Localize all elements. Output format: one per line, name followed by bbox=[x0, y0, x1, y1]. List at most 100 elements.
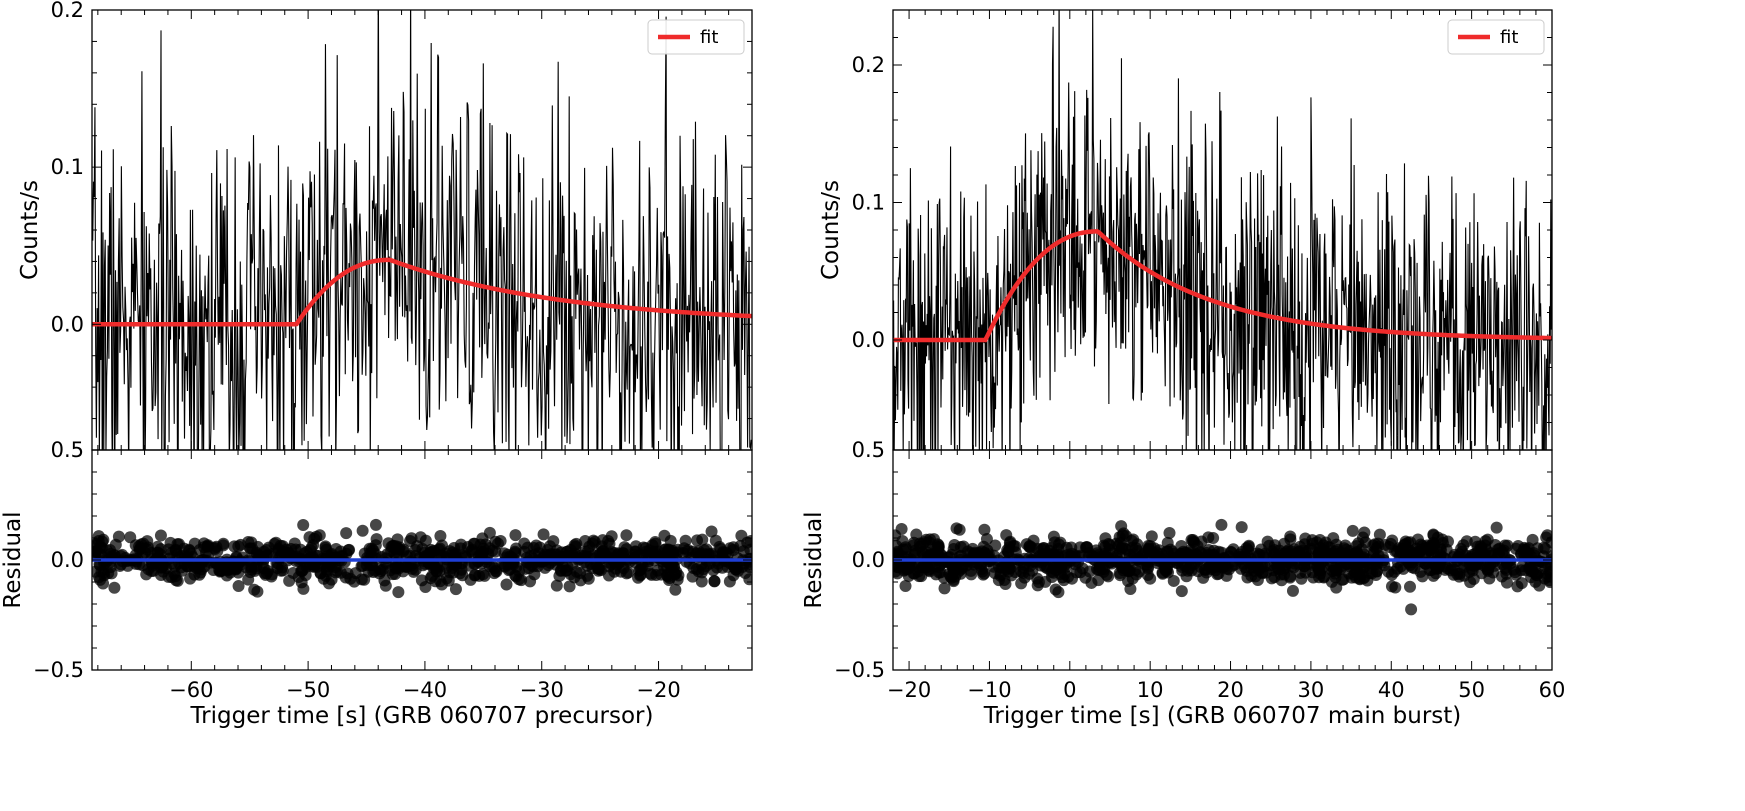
residual-point bbox=[1167, 574, 1180, 587]
residual-point bbox=[1031, 579, 1044, 592]
residual-point bbox=[392, 586, 405, 599]
residual-point bbox=[479, 538, 492, 551]
residual-point bbox=[1142, 543, 1155, 556]
residual-point bbox=[1080, 540, 1093, 553]
residual-point bbox=[1427, 529, 1440, 542]
residual-point bbox=[1399, 535, 1412, 548]
residual-point bbox=[1242, 539, 1255, 552]
residual-point bbox=[368, 564, 381, 577]
residual-point bbox=[910, 528, 923, 541]
residual-point bbox=[379, 579, 392, 592]
residual-point bbox=[498, 559, 511, 572]
residual-point bbox=[97, 533, 110, 546]
residual-point bbox=[644, 567, 657, 580]
residual-point bbox=[283, 574, 296, 587]
residual-point bbox=[1385, 568, 1398, 581]
residual-point bbox=[937, 571, 950, 584]
residual-point bbox=[700, 560, 713, 573]
residual-point bbox=[691, 534, 704, 547]
residual-point bbox=[564, 544, 577, 557]
residual-point bbox=[716, 551, 729, 564]
x-tick-label: −20 bbox=[887, 678, 931, 702]
residual-point bbox=[1405, 603, 1418, 616]
x-tick-label: 0 bbox=[1063, 678, 1076, 702]
residual-point bbox=[1163, 527, 1176, 540]
residual-point bbox=[381, 548, 394, 561]
residual-point bbox=[1076, 562, 1089, 575]
x-tick-label: −30 bbox=[520, 678, 564, 702]
residual-point bbox=[1350, 545, 1363, 558]
residual-point bbox=[509, 547, 522, 560]
residual-point bbox=[391, 533, 404, 546]
residual-point bbox=[1515, 564, 1528, 577]
residual-point bbox=[1385, 580, 1398, 593]
residual-point bbox=[397, 545, 410, 558]
residual-point bbox=[1286, 584, 1299, 597]
x-tick-label: 30 bbox=[1298, 678, 1325, 702]
residual-point bbox=[1294, 540, 1307, 553]
legend-box bbox=[647, 19, 745, 55]
residual-point bbox=[1410, 542, 1423, 555]
residual-point bbox=[201, 539, 214, 552]
residual-point bbox=[1009, 566, 1022, 579]
residual-point bbox=[652, 545, 665, 558]
residual-point bbox=[98, 569, 111, 582]
y-tick-label: 0.2 bbox=[852, 53, 885, 77]
residual-point bbox=[1144, 572, 1157, 585]
residual-point bbox=[462, 559, 475, 572]
x-tick-label: −10 bbox=[967, 678, 1011, 702]
residual-point bbox=[169, 570, 182, 583]
residual-point bbox=[917, 560, 930, 573]
residual-point bbox=[262, 541, 275, 554]
residual-point bbox=[1500, 576, 1513, 589]
residual-point bbox=[1500, 563, 1513, 576]
residual-point bbox=[1126, 541, 1139, 554]
residual-point bbox=[679, 534, 692, 547]
x-axis-label: Trigger time [s] (GRB 060707 precursor) bbox=[190, 703, 654, 729]
residual-point bbox=[709, 534, 722, 547]
residual-point bbox=[1278, 537, 1291, 550]
residual-point bbox=[592, 562, 605, 575]
y-tick-label: 0.0 bbox=[852, 328, 885, 352]
residual-point bbox=[1457, 539, 1470, 552]
residual-point bbox=[518, 537, 531, 550]
residual-point bbox=[217, 537, 230, 550]
residual-point bbox=[341, 567, 354, 580]
y-tick-label: 0.2 bbox=[51, 0, 84, 22]
residual-point bbox=[382, 537, 395, 550]
residual-point bbox=[660, 569, 673, 582]
residual-point bbox=[164, 536, 177, 549]
residual-point bbox=[1220, 569, 1233, 582]
residual-point bbox=[669, 583, 682, 596]
residual-point bbox=[184, 572, 197, 585]
light-curve-series bbox=[893, 10, 1552, 450]
residual-point bbox=[537, 528, 550, 541]
residual-point bbox=[1235, 562, 1248, 575]
residual-point bbox=[727, 543, 740, 556]
precursor-panel: −60 −50 −40 −30 −20 0.0 0.1 0.2 0.5 −0.5 0.0 Trigge… bbox=[0, 0, 753, 729]
x-tick-label: −60 bbox=[169, 678, 213, 702]
x-tick-label: −40 bbox=[403, 678, 447, 702]
x-tick-label: −50 bbox=[286, 678, 330, 702]
residual-point bbox=[620, 529, 633, 542]
legend-fit-label: fit bbox=[700, 27, 718, 48]
residual-point bbox=[1104, 556, 1117, 569]
residual-point bbox=[705, 525, 718, 538]
legend-fit-label: fit bbox=[1500, 27, 1518, 48]
residual-point bbox=[483, 526, 496, 539]
residual-point bbox=[953, 523, 966, 536]
residual-point bbox=[1180, 570, 1193, 583]
residual-point bbox=[742, 555, 752, 568]
residual-point bbox=[449, 583, 462, 596]
residual-point bbox=[1441, 535, 1454, 548]
residual-point bbox=[895, 523, 908, 536]
residual-point bbox=[1035, 543, 1048, 556]
residual-point bbox=[595, 540, 608, 553]
residual-point bbox=[1175, 585, 1188, 598]
residual-point bbox=[1515, 577, 1528, 590]
residual-point bbox=[1052, 586, 1065, 599]
legend: fit bbox=[647, 19, 745, 55]
top-plot-area bbox=[92, 10, 752, 450]
residual-point bbox=[1398, 551, 1411, 564]
